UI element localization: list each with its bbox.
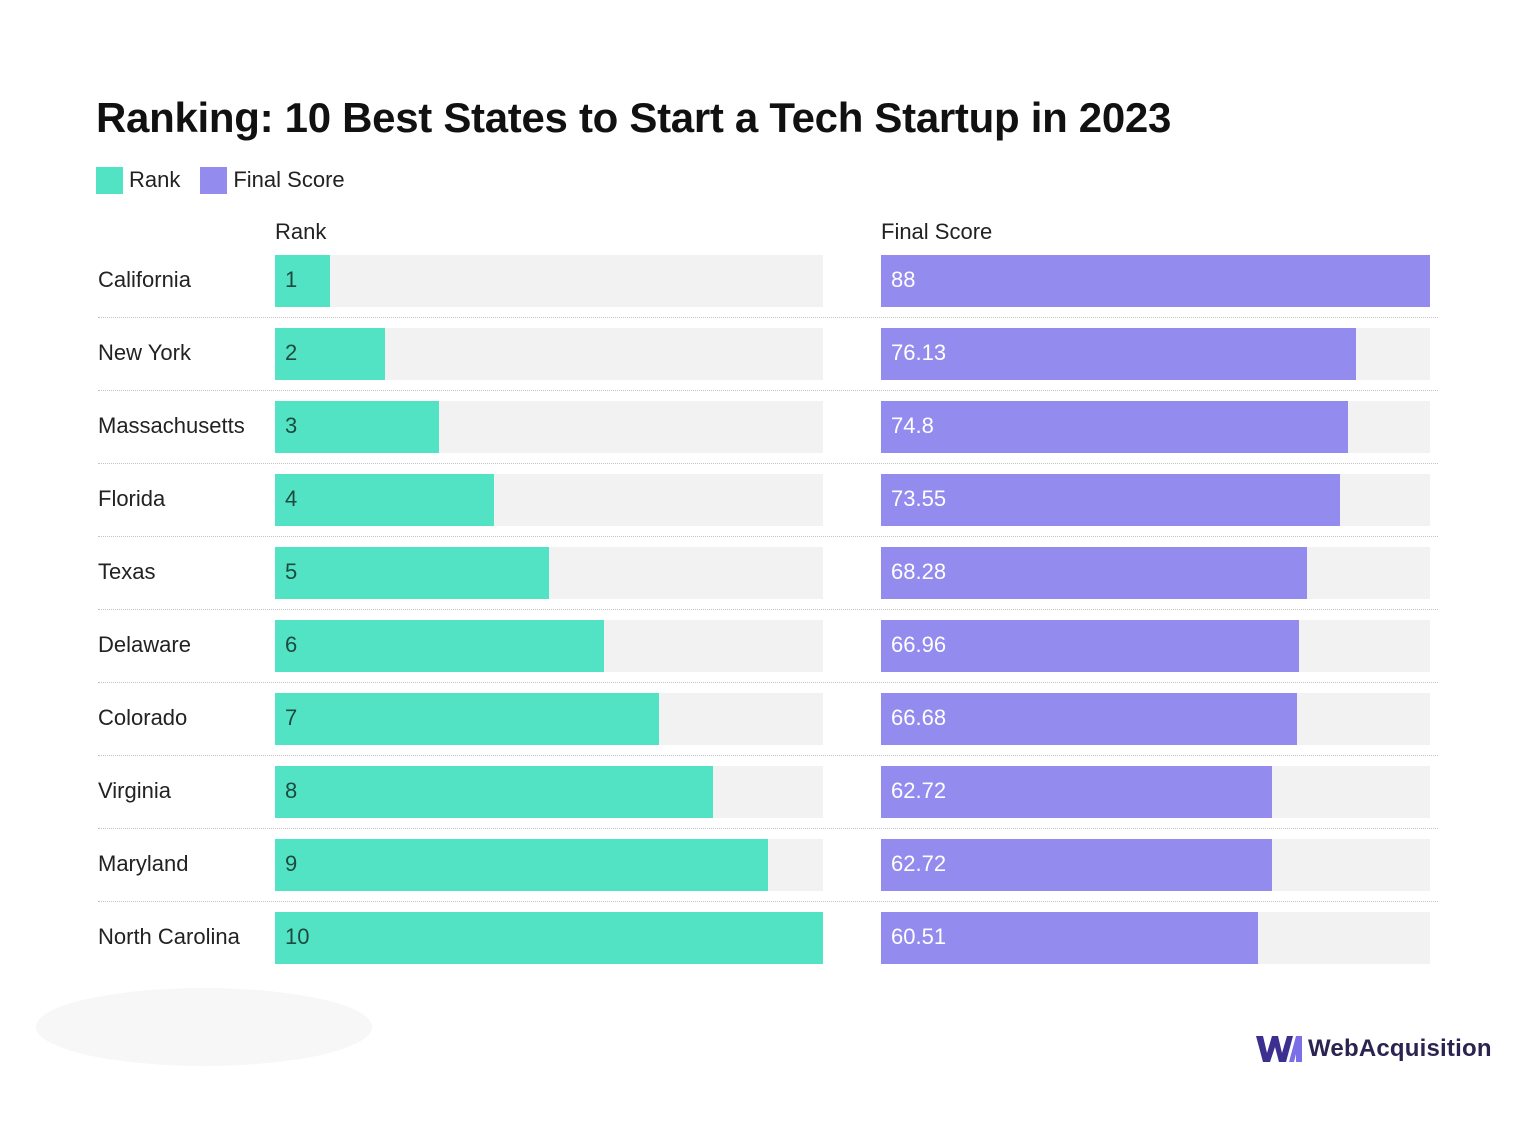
- rank-bar-california: [275, 255, 330, 307]
- rank-bar-track-colorado: 7: [275, 693, 823, 745]
- rank-value-label-florida: 4: [285, 486, 298, 511]
- score-value-label-florida: 73.55: [891, 486, 947, 511]
- score-bar-virginia: [881, 766, 1273, 818]
- legend-item-final-score: Final Score: [200, 166, 345, 194]
- score-bar-track-california: 88: [881, 255, 1430, 307]
- rank-value-label-virginia: 8: [285, 778, 298, 803]
- row-separator: [98, 317, 1438, 318]
- score-value-label-maryland: 62.72: [891, 851, 947, 876]
- rank-value-label-massachusetts: 3: [285, 413, 298, 438]
- rank-value-label-new-york: 2: [285, 340, 298, 365]
- rank-bar-delaware: [275, 620, 604, 672]
- rank-bar-track-maryland: 9: [275, 839, 823, 891]
- row-label-massachusetts: Massachusetts: [98, 413, 245, 438]
- score-bar-track-colorado: 66.68: [881, 693, 1430, 745]
- row-label-maryland: Maryland: [98, 851, 189, 876]
- row-label-delaware: Delaware: [98, 632, 191, 657]
- rank-value-label-colorado: 7: [285, 705, 298, 730]
- brand-name: WebAcquisition: [1308, 1035, 1492, 1062]
- legend-swatch-final-score: [200, 166, 228, 194]
- legend-label-final-score: Final Score: [233, 167, 345, 192]
- row-separator: [98, 901, 1438, 902]
- rank-bar-florida: [275, 474, 495, 526]
- rank-bar-track-north-carolina: 10: [275, 912, 823, 964]
- rank-bar-track-new-york: 2: [275, 328, 823, 380]
- row-label-florida: Florida: [98, 486, 166, 511]
- score-bar-california: [881, 255, 1430, 307]
- score-value-label-colorado: 66.68: [891, 705, 947, 730]
- score-value-label-north-carolina: 60.51: [891, 924, 947, 949]
- column-header-rank: Rank: [275, 219, 327, 244]
- score-bar-track-texas: 68.28: [881, 547, 1430, 599]
- rank-bar-track-texas: 5: [275, 547, 823, 599]
- score-bar-florida: [881, 474, 1340, 526]
- row-separator: [98, 609, 1438, 610]
- score-value-label-virginia: 62.72: [891, 778, 947, 803]
- rank-value-label-maryland: 9: [285, 851, 298, 876]
- score-bar-new-york: [881, 328, 1356, 380]
- row-separator: [98, 682, 1438, 683]
- score-value-label-texas: 68.28: [891, 559, 947, 584]
- rank-bar-track-massachusetts: 3: [275, 401, 823, 453]
- score-bar-track-virginia: 62.72: [881, 766, 1430, 818]
- score-bar-track-massachusetts: 74.8: [881, 401, 1430, 453]
- row-separator: [98, 463, 1438, 464]
- score-bar-texas: [881, 547, 1307, 599]
- row-label-new-york: New York: [98, 340, 191, 365]
- row-separator: [98, 536, 1438, 537]
- brand: WebAcquisition: [1256, 1034, 1492, 1064]
- score-bar-north-carolina: [881, 912, 1259, 964]
- rank-value-label-texas: 5: [285, 559, 298, 584]
- score-value-label-delaware: 66.96: [891, 632, 947, 657]
- rank-bar-virginia: [275, 766, 714, 818]
- score-bar-track-florida: 73.55: [881, 474, 1430, 526]
- row-label-colorado: Colorado: [98, 705, 188, 730]
- legend-label-rank: Rank: [129, 167, 181, 192]
- row-label-north-carolina: North Carolina: [98, 924, 240, 949]
- legend-swatch-rank: [96, 166, 123, 194]
- rank-value-label-delaware: 6: [285, 632, 298, 657]
- row-separator: [98, 390, 1438, 391]
- rank-value-label-north-carolina: 10: [285, 924, 310, 949]
- score-bar-colorado: [881, 693, 1297, 745]
- score-bar-massachusetts: [881, 401, 1348, 453]
- rank-bar-track-delaware: 6: [275, 620, 823, 672]
- score-bar-track-new-york: 76.13: [881, 328, 1430, 380]
- column-header-final-score: Final Score: [881, 219, 993, 244]
- score-bar-track-delaware: 66.96: [881, 620, 1430, 672]
- rank-bar-colorado: [275, 693, 659, 745]
- legend-item-rank: Rank: [96, 166, 181, 194]
- legend: Rank Final Score: [96, 166, 365, 194]
- row-label-texas: Texas: [98, 559, 156, 584]
- row-separator: [98, 755, 1438, 756]
- rank-bar-texas: [275, 547, 549, 599]
- rank-bar-track-florida: 4: [275, 474, 823, 526]
- row-separator: [98, 828, 1438, 829]
- chart-title: Ranking: 10 Best States to Start a Tech …: [96, 94, 1172, 141]
- row-label-virginia: Virginia: [98, 778, 171, 803]
- score-bar-track-maryland: 62.72: [881, 839, 1430, 891]
- row-label-california: California: [98, 267, 191, 292]
- score-bar-track-north-carolina: 60.51: [881, 912, 1430, 964]
- score-bar-delaware: [881, 620, 1299, 672]
- score-value-label-california: 88: [891, 267, 916, 292]
- rank-bar-new-york: [275, 328, 385, 380]
- rank-value-label-california: 1: [285, 267, 298, 292]
- score-value-label-massachusetts: 74.8: [891, 413, 934, 438]
- background-shadow: [36, 988, 372, 1066]
- rank-bar-massachusetts: [275, 401, 440, 453]
- rank-bar-track-virginia: 8: [275, 766, 823, 818]
- rank-bar-track-california: 1: [275, 255, 823, 307]
- score-bar-maryland: [881, 839, 1273, 891]
- webacquisition-logo-icon: [1256, 1036, 1302, 1062]
- rank-bar-maryland: [275, 839, 769, 891]
- score-value-label-new-york: 76.13: [891, 340, 947, 365]
- rank-bar-north-carolina: [275, 912, 823, 964]
